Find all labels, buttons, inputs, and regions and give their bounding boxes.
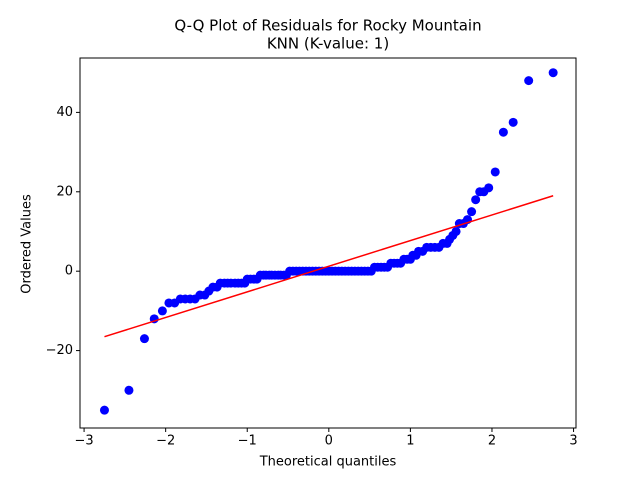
y-axis-label: Ordered Values bbox=[20, 194, 35, 294]
y-tick-label: 20 bbox=[56, 184, 73, 199]
x-tick-label: −2 bbox=[156, 434, 175, 449]
y-tick-label: −20 bbox=[46, 343, 73, 358]
point bbox=[524, 76, 534, 86]
point bbox=[157, 306, 167, 316]
point bbox=[508, 117, 518, 127]
y-tick-label: 0 bbox=[65, 264, 73, 279]
x-tick-label: 3 bbox=[569, 434, 577, 449]
point bbox=[484, 183, 494, 193]
point bbox=[498, 127, 508, 137]
point bbox=[99, 405, 109, 415]
x-tick-label: −1 bbox=[238, 434, 257, 449]
point bbox=[471, 195, 481, 205]
plot-frame bbox=[79, 57, 577, 429]
y-tick-label: 40 bbox=[56, 105, 73, 120]
x-tick-label: 0 bbox=[325, 434, 333, 449]
fit-line bbox=[104, 195, 554, 338]
point bbox=[490, 167, 500, 177]
point bbox=[548, 68, 558, 78]
x-axis-label: Theoretical quantiles bbox=[259, 455, 397, 470]
point bbox=[467, 207, 477, 217]
chart-subtitle: KNN (K-value: 1) bbox=[267, 35, 389, 53]
x-tick-label: 1 bbox=[406, 434, 414, 449]
point bbox=[139, 334, 149, 344]
x-tick-label: −3 bbox=[74, 434, 93, 449]
x-tick-label: 2 bbox=[488, 434, 496, 449]
chart-title: Q-Q Plot of Residuals for Rocky Mountain bbox=[174, 17, 481, 35]
point bbox=[124, 385, 134, 395]
point bbox=[451, 226, 461, 236]
